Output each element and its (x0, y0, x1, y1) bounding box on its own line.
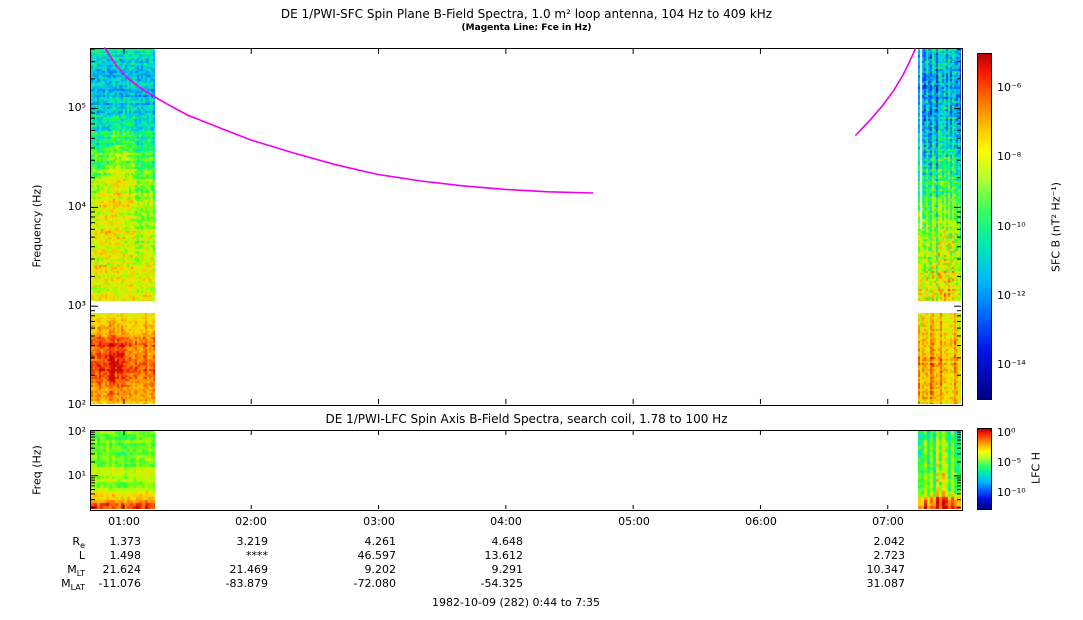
ephemeris-row-label-mlat: MLAT (40, 577, 85, 592)
ephemeris-cell: **** (246, 549, 268, 562)
sfc-ytick-1e2: 10² (67, 398, 86, 411)
lfc-colorbar-tick-0: 10⁰ (997, 426, 1016, 439)
ephemeris-cell: 4.648 (491, 535, 524, 548)
sfc-colorbar-tick-1: 10⁻⁸ (997, 150, 1022, 163)
ephemeris-cell: 3.219 (236, 535, 269, 548)
ephemeris-row-label-mlt: MLT (40, 563, 85, 578)
ephemeris-cell: -54.325 (480, 577, 523, 590)
lfc-colorbar-tick-2: 10⁻¹⁰ (997, 486, 1026, 499)
ephemeris-cell: -83.879 (225, 577, 268, 590)
sfc-colorbar-tick-0: 10⁻⁶ (997, 81, 1022, 94)
row-label-main: M (67, 563, 77, 576)
sfc-spectrogram-right-lower (918, 313, 961, 404)
xtick-0300: 03:00 (363, 515, 395, 528)
lfc-plot-frame (90, 430, 963, 511)
xtick-0100: 01:00 (108, 515, 140, 528)
ephemeris-cell: 31.087 (866, 577, 906, 590)
lfc-colorbar-tick-1: 10⁻⁵ (997, 456, 1022, 469)
sfc-y-axis-label: Frequency (Hz) (30, 184, 44, 268)
ephemeris-cell: 46.597 (357, 549, 397, 562)
ephemeris-cell: 2.723 (873, 549, 906, 562)
sfc-colorbar-tick-2: 10⁻¹⁰ (997, 220, 1026, 233)
row-label-sub: e (80, 541, 85, 551)
row-label-main: M (61, 577, 71, 590)
lfc-y-axis-label: Freq (Hz) (30, 445, 44, 495)
xtick-0200: 02:00 (235, 515, 267, 528)
sfc-spectrogram-right-upper (918, 49, 961, 301)
xtick-0400: 04:00 (490, 515, 522, 528)
row-label-main: R (72, 535, 81, 548)
ephemeris-cell: 13.612 (484, 549, 524, 562)
sfc-ytick-1e3: 10³ (67, 299, 86, 312)
ephemeris-cell: 21.469 (229, 563, 269, 576)
row-label-sub: LT (76, 569, 85, 579)
sfc-subtitle: (Magenta Line: Fce in Hz) (461, 23, 592, 33)
sfc-colorbar (977, 53, 992, 400)
sfc-title: DE 1/PWI-SFC Spin Plane B-Field Spectra,… (280, 7, 773, 21)
ephemeris-cell: -72.080 (353, 577, 396, 590)
sfc-ytick-1e4: 10⁴ (67, 200, 86, 213)
ephemeris-cell: 1.373 (109, 535, 142, 548)
ephemeris-cell: 1.498 (109, 549, 142, 562)
sfc-spectrogram-left-lower (91, 313, 155, 404)
ephemeris-cell: 10.347 (866, 563, 906, 576)
ephemeris-cell: 4.261 (364, 535, 397, 548)
ephemeris-cell: 2.042 (873, 535, 906, 548)
sfc-colorbar-tick-3: 10⁻¹² (997, 289, 1026, 302)
sfc-ytick-1e5: 10⁵ (67, 101, 86, 114)
ephemeris-cell: 21.624 (102, 563, 142, 576)
xtick-0500: 05:00 (618, 515, 650, 528)
xtick-0700: 07:00 (872, 515, 904, 528)
ephemeris-cell: -11.076 (98, 577, 141, 590)
lfc-ytick-1e1: 10¹ (67, 469, 86, 482)
ephemeris-cell: 9.202 (364, 563, 397, 576)
row-label-main: L (78, 549, 85, 562)
lfc-spectrogram-left (91, 431, 155, 509)
lfc-title: DE 1/PWI-LFC Spin Axis B-Field Spectra, … (325, 412, 728, 426)
lfc-colorbar-label: LFC H (1029, 452, 1043, 484)
sfc-colorbar-label: SFC B (nT² Hz⁻¹) (1049, 182, 1063, 272)
lfc-ytick-1e2: 10² (67, 425, 86, 438)
sfc-plot-frame (90, 48, 963, 406)
ephemeris-row-label-re: Re (40, 535, 85, 550)
xtick-0600: 06:00 (745, 515, 777, 528)
sfc-colorbar-tick-4: 10⁻¹⁴ (997, 358, 1026, 371)
ephemeris-row-label-l: L (40, 549, 85, 564)
footer-date-range: 1982-10-09 (282) 0:44 to 7:35 (432, 596, 600, 609)
lfc-spectrogram-right (918, 431, 961, 509)
lfc-colorbar (977, 428, 992, 510)
row-label-sub: LAT (70, 583, 85, 593)
ephemeris-cell: 9.291 (491, 563, 524, 576)
